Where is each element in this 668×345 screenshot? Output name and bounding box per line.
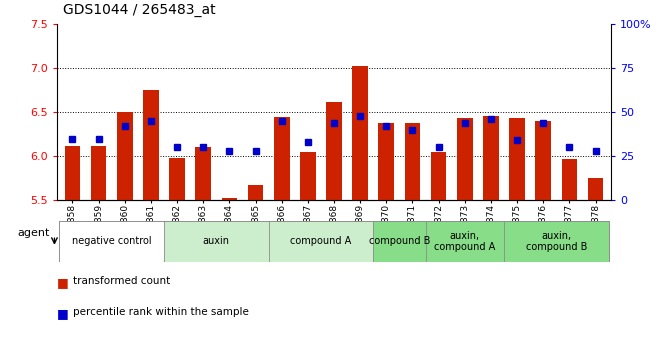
Bar bbox=[169, 158, 185, 200]
Bar bbox=[405, 123, 420, 200]
Bar bbox=[274, 117, 289, 200]
Text: ■: ■ bbox=[57, 276, 73, 289]
Bar bbox=[562, 159, 577, 200]
Bar bbox=[457, 118, 473, 200]
Bar bbox=[535, 121, 551, 200]
Text: compound B: compound B bbox=[369, 237, 430, 246]
Bar bbox=[588, 178, 603, 200]
Bar bbox=[426, 221, 504, 262]
Bar bbox=[326, 101, 342, 200]
Bar bbox=[379, 123, 394, 200]
Text: auxin: auxin bbox=[203, 237, 230, 246]
Text: GDS1044 / 265483_at: GDS1044 / 265483_at bbox=[63, 3, 216, 17]
Text: agent: agent bbox=[18, 228, 50, 238]
Text: auxin,
compound A: auxin, compound A bbox=[434, 231, 496, 252]
Text: compound A: compound A bbox=[291, 237, 351, 246]
Bar bbox=[300, 152, 316, 200]
Bar bbox=[91, 146, 106, 200]
Bar bbox=[164, 221, 269, 262]
Bar bbox=[248, 185, 263, 200]
Bar bbox=[65, 146, 80, 200]
Text: percentile rank within the sample: percentile rank within the sample bbox=[73, 307, 249, 317]
Bar bbox=[509, 118, 525, 200]
Bar bbox=[269, 221, 373, 262]
Bar bbox=[143, 90, 159, 200]
Bar bbox=[431, 152, 446, 200]
Text: auxin,
compound B: auxin, compound B bbox=[526, 231, 587, 252]
Text: ■: ■ bbox=[57, 307, 73, 320]
Bar bbox=[483, 116, 499, 200]
Text: negative control: negative control bbox=[72, 237, 152, 246]
Bar bbox=[504, 221, 609, 262]
Bar bbox=[196, 147, 211, 200]
Bar bbox=[117, 112, 133, 200]
Bar bbox=[352, 66, 368, 200]
Bar bbox=[59, 221, 164, 262]
Text: transformed count: transformed count bbox=[73, 276, 171, 286]
Bar bbox=[373, 221, 426, 262]
Bar bbox=[222, 198, 237, 200]
